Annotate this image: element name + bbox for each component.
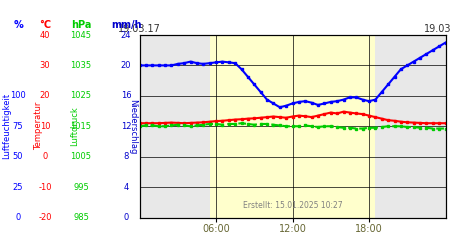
Bar bbox=[140, 35, 210, 218]
Text: 12: 12 bbox=[121, 122, 131, 131]
Bar bbox=[375, 35, 446, 218]
Text: -10: -10 bbox=[38, 182, 52, 192]
Text: 30: 30 bbox=[40, 61, 50, 70]
Text: 0: 0 bbox=[15, 213, 21, 222]
Text: °C: °C bbox=[39, 20, 51, 30]
Text: 1025: 1025 bbox=[71, 91, 91, 100]
Text: 75: 75 bbox=[13, 122, 23, 131]
Text: 20: 20 bbox=[40, 91, 50, 100]
Text: 40: 40 bbox=[40, 30, 50, 40]
Text: Luftfeuchtigkeit: Luftfeuchtigkeit bbox=[2, 93, 11, 159]
Text: 25: 25 bbox=[13, 182, 23, 192]
Text: 24: 24 bbox=[121, 30, 131, 40]
Text: %: % bbox=[13, 20, 23, 30]
Text: -20: -20 bbox=[38, 213, 52, 222]
Bar bbox=[210, 35, 375, 218]
Text: 0: 0 bbox=[123, 213, 129, 222]
Text: 8: 8 bbox=[123, 152, 129, 161]
Text: Niederschlag: Niederschlag bbox=[128, 98, 137, 154]
Text: hPa: hPa bbox=[71, 20, 91, 30]
Text: 1015: 1015 bbox=[71, 122, 91, 131]
Text: Temperatur: Temperatur bbox=[34, 102, 43, 150]
Text: 4: 4 bbox=[123, 182, 129, 192]
Text: mm/h: mm/h bbox=[111, 20, 141, 30]
Text: Erstellt: 15.01.2025 10:27: Erstellt: 15.01.2025 10:27 bbox=[243, 201, 342, 210]
Text: 0: 0 bbox=[42, 152, 48, 161]
Text: 10: 10 bbox=[40, 122, 50, 131]
Text: Luftdruck: Luftdruck bbox=[70, 106, 79, 146]
Text: 985: 985 bbox=[73, 213, 89, 222]
Text: 50: 50 bbox=[13, 152, 23, 161]
Text: 1045: 1045 bbox=[71, 30, 91, 40]
Text: 1005: 1005 bbox=[71, 152, 91, 161]
Text: 995: 995 bbox=[73, 182, 89, 192]
Text: 100: 100 bbox=[10, 91, 26, 100]
Text: 1035: 1035 bbox=[71, 61, 91, 70]
Text: 16: 16 bbox=[121, 91, 131, 100]
Text: 20: 20 bbox=[121, 61, 131, 70]
